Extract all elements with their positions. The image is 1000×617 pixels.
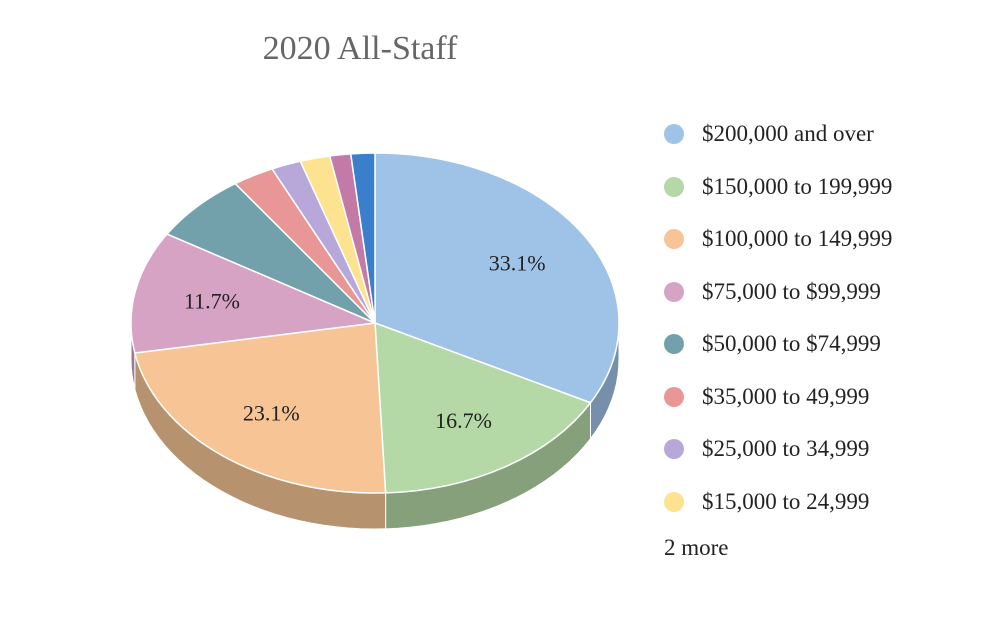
legend-label: $25,000 to 34,999 xyxy=(702,436,870,462)
pie-slice-1[interactable] xyxy=(374,322,592,494)
legend-item[interactable]: $150,000 to 199,999 xyxy=(664,161,994,214)
legend-swatch xyxy=(664,229,684,250)
legend-label: $15,000 to 24,999 xyxy=(702,488,870,514)
legend-swatch xyxy=(664,124,684,145)
legend-swatch xyxy=(664,176,684,197)
pie-slice-9[interactable] xyxy=(350,152,376,324)
legend-item[interactable]: $50,000 to $74,999 xyxy=(664,318,994,371)
data-label-3: 11.7% xyxy=(184,289,240,314)
legend-label: $35,000 to 49,999 xyxy=(702,383,870,409)
pie-slices xyxy=(130,152,620,494)
legend-more-link[interactable]: 2 more xyxy=(664,535,729,560)
legend-label: $100,000 to 149,999 xyxy=(702,226,893,252)
legend-items: $200,000 and over $150,000 to 199,999 $100… xyxy=(664,108,994,528)
legend-swatch xyxy=(664,386,684,407)
data-label-0: 33.1% xyxy=(489,250,546,275)
legend-item[interactable]: $100,000 to 149,999 xyxy=(664,213,994,266)
data-label-1: 16.7% xyxy=(435,408,492,433)
legend: $200,000 and over $150,000 to 199,999 $100… xyxy=(664,108,994,568)
legend-label: $75,000 to $99,999 xyxy=(702,278,881,304)
legend-swatch xyxy=(664,334,684,355)
legend-swatch xyxy=(664,281,684,302)
legend-label: $200,000 and over xyxy=(702,121,874,147)
legend-swatch xyxy=(664,439,684,460)
legend-label: $150,000 to 199,999 xyxy=(702,173,893,199)
legend-label: $50,000 to $74,999 xyxy=(702,331,881,357)
pie-data-labels: 33.1% 16.7% 23.1% 11.7% xyxy=(184,250,546,432)
legend-item[interactable]: $200,000 and over xyxy=(664,108,994,161)
pie-slice-2[interactable] xyxy=(134,322,387,494)
pie-slice-0[interactable] xyxy=(374,152,620,404)
legend-swatch xyxy=(664,491,684,512)
legend-item[interactable]: $35,000 to 49,999 xyxy=(664,371,994,424)
chart-title: 2020 All-Staff xyxy=(262,30,458,67)
legend-item[interactable]: $75,000 to $99,999 xyxy=(664,266,994,319)
legend-item[interactable]: $15,000 to 24,999 xyxy=(664,476,994,529)
pie-slice-3[interactable] xyxy=(130,233,376,354)
legend-item[interactable]: $25,000 to 34,999 xyxy=(664,423,994,476)
data-label-2: 23.1% xyxy=(243,400,300,425)
